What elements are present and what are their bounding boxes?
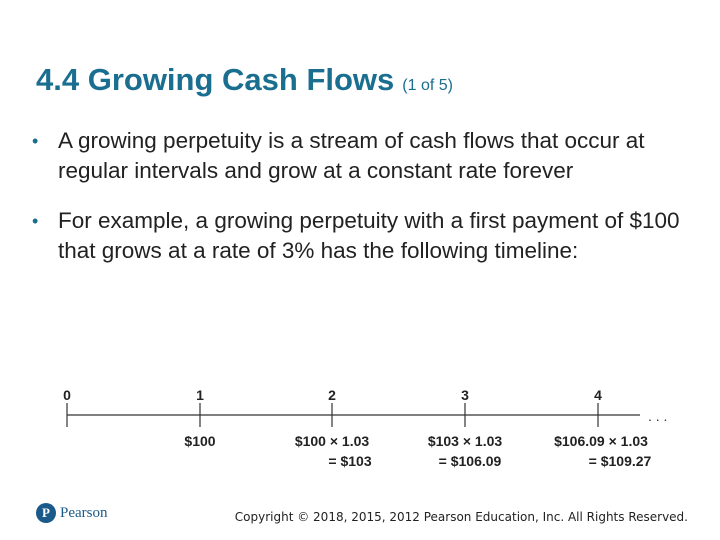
timeline-ellipsis: . . .: [648, 408, 667, 424]
cash-flow-2: $100 × 1.03: [295, 433, 370, 449]
cash-flow-4: $106.09 × 1.03: [554, 433, 648, 449]
cash-flow-1: $100: [184, 433, 215, 449]
period-label-0: 0: [63, 387, 71, 403]
bullet-item: • A growing perpetuity is a stream of ca…: [32, 126, 692, 186]
bullet-dot-icon: •: [32, 131, 39, 151]
pearson-logo-icon: P: [36, 503, 56, 523]
period-label-3: 3: [461, 387, 469, 403]
bullet-dot-icon: •: [32, 211, 39, 231]
slide-title-text: 4.4 Growing Cash Flows: [36, 62, 395, 97]
bullet-text: A growing perpetuity is a stream of cash…: [58, 128, 645, 183]
period-label-2: 2: [328, 387, 336, 403]
period-label-1: 1: [196, 387, 204, 403]
bullet-item: • For example, a growing perpetuity with…: [32, 206, 692, 266]
timeline-svg: . . . 0 1 2 3 4 $100 $100 × 1.03 = $103 …: [63, 387, 667, 469]
bullet-text: For example, a growing perpetuity with a…: [58, 208, 680, 263]
bullet-list: • A growing perpetuity is a stream of ca…: [32, 126, 692, 286]
slide-title: 4.4 Growing Cash Flows (1 of 5): [36, 62, 453, 98]
timeline-diagram: . . . 0 1 2 3 4 $100 $100 × 1.03 = $103 …: [0, 370, 720, 485]
pearson-logo-text: Pearson: [60, 504, 108, 521]
cash-flow-3-result: = $106.09: [439, 453, 502, 469]
cash-flow-4-result: = $109.27: [589, 453, 652, 469]
cash-flow-2-result: = $103: [328, 453, 371, 469]
period-label-4: 4: [594, 387, 602, 403]
pearson-logo: P Pearson: [36, 503, 108, 523]
slide-title-suffix: (1 of 5): [402, 77, 453, 94]
copyright-notice: Copyright © 2018, 2015, 2012 Pearson Edu…: [234, 510, 688, 524]
cash-flow-3: $103 × 1.03: [428, 433, 503, 449]
